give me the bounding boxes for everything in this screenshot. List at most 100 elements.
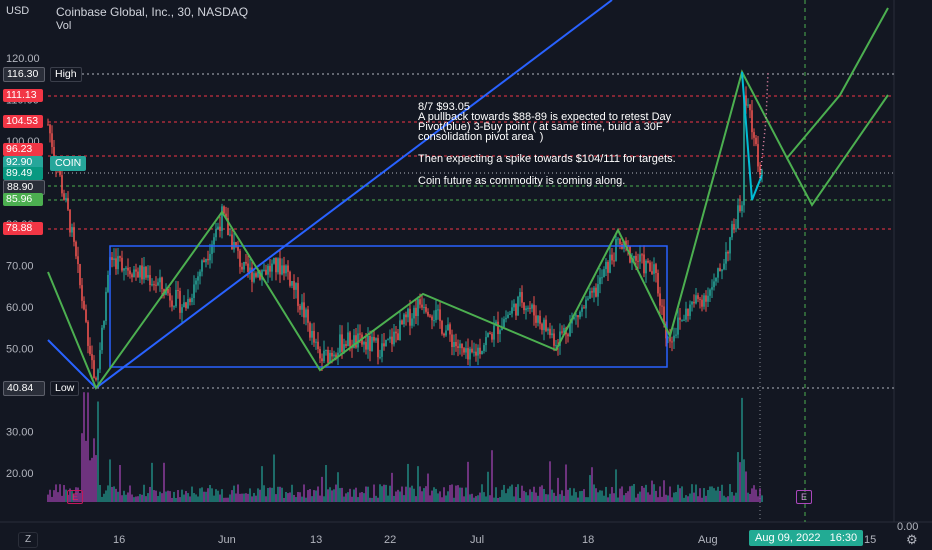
candle-body [103,320,105,328]
candle-body [481,350,483,355]
earnings-icon[interactable]: E [67,490,83,504]
volume-bar [447,491,449,502]
candle-body [289,271,291,286]
candle-body [591,291,593,293]
volume-bar [439,491,441,502]
candle-body [577,315,579,318]
candle-body [681,319,683,321]
candle-body [601,277,603,279]
volume-bar [653,484,655,502]
volume-bar [477,495,479,502]
candle-body [319,349,321,359]
blue-trend-line-short[interactable] [47,339,97,389]
candle-body [715,277,717,282]
candle-body [579,311,581,318]
volume-bar [619,488,621,502]
volume-bar [431,490,433,502]
volume-bar [751,488,753,502]
candle-body [417,299,419,316]
volume-bar [49,489,51,502]
price-tag-89-49: 89.49 [3,167,43,180]
candle-body [589,291,591,299]
volume-bar [99,484,101,502]
volume-bar [361,492,363,502]
candle-body [97,369,99,380]
volume-bar [261,466,263,502]
candle-body [65,197,67,200]
volume-bar [663,480,665,502]
consolidation-box[interactable] [109,245,668,368]
candle-body [729,237,731,254]
candle-body [257,271,259,277]
cyan-leg-line[interactable] [741,71,763,201]
volume-bar [193,492,195,502]
volume-bar [627,491,629,502]
candle-body [265,269,267,275]
volume-bar [443,487,445,502]
candle-body [247,263,249,272]
candle-body [363,341,365,345]
candle-body [313,330,315,343]
candle-body [183,302,185,308]
candle-body [739,205,741,211]
candle-body [171,300,173,307]
trade-annotation[interactable]: 8/7 $93.05 A pullback towards $88-89 is … [418,102,748,187]
candle-body [309,322,311,338]
candle-body [281,265,283,275]
volume-bar [385,484,387,502]
symbol-title[interactable]: Coinbase Global, Inc., 30, NASDAQ [56,5,249,19]
volume-bar [219,494,221,502]
volume-bar [531,491,533,502]
green-projection-line[interactable] [786,94,889,207]
volume-bar [239,493,241,502]
earnings-icon-upcoming[interactable]: E [796,490,812,504]
volume-bar [57,492,59,502]
blue-trend-line[interactable] [95,0,613,389]
volume-bar [677,484,679,502]
candle-body [503,319,505,328]
plot-area[interactable] [0,0,894,522]
volume-bar [599,490,601,502]
candle-body [541,323,543,331]
candle-body [531,304,533,309]
green-zigzag-line[interactable] [47,7,889,391]
volume-bar [419,486,421,502]
volume-bar [201,487,203,502]
volume-bar [579,491,581,502]
candle-body [139,265,141,278]
candle-body [415,307,417,316]
annotation-line-5: Then expecting a spike towards $104/111 … [418,153,676,165]
candle-body [525,308,527,311]
volume-bar [203,491,205,502]
candle-body [359,333,361,335]
candle-body [471,348,473,353]
candle-body [203,260,205,263]
volume-bar [537,495,539,502]
volume-bar [133,497,135,502]
settings-gear-icon[interactable]: ⚙ [906,532,918,547]
volume-bar [491,450,493,502]
candle-body [749,104,751,111]
volume-bar [435,488,437,502]
candle-body [483,345,485,351]
candle-body [461,343,463,349]
candle-body [305,309,307,318]
volume-label[interactable]: Vol [56,20,72,32]
candle-body [603,269,605,278]
volume-bar [121,495,123,502]
volume-bar [629,486,631,502]
crosshair-time: 16:30 [829,532,858,544]
candle-body [299,305,301,310]
zoom-button[interactable]: Z [18,532,38,548]
volume-bar [177,490,179,502]
volume-bar [243,493,245,502]
volume-bar [75,487,77,502]
candle-body [87,321,89,346]
volume-bar [155,490,157,502]
candle-body [323,350,325,362]
volume-bar [453,497,455,502]
volume-bar [571,495,573,502]
candle-body [181,307,183,313]
volume-bar [79,492,81,502]
